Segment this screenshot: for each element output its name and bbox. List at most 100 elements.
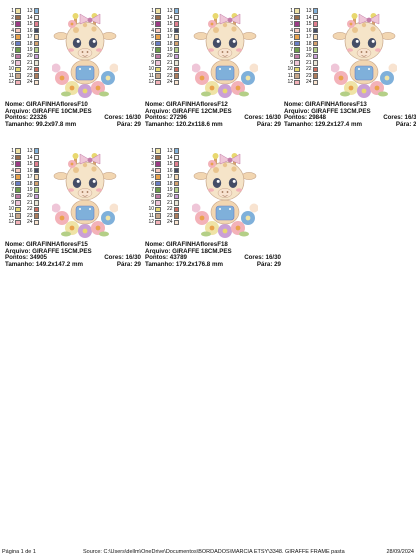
thread-color-swatch (33, 167, 39, 174)
thread-index: 11 (148, 72, 154, 79)
thread-color-swatch (15, 213, 21, 219)
thread-color-swatch (155, 53, 161, 60)
thread-index: 12 (287, 79, 293, 86)
thread-color-swatch (15, 8, 21, 14)
thread-index: 24 (166, 79, 173, 86)
thread-color-swatch (15, 167, 21, 174)
thread-color-swatch (33, 8, 39, 14)
thread-color-swatch (15, 161, 21, 167)
stop-count: Pára: 29 (116, 121, 141, 129)
thread-color-row: 7 19 (145, 187, 191, 193)
thread-index: 17 (305, 34, 312, 41)
thread-color-swatch (173, 34, 179, 40)
thread-color-row: 5 17 (284, 34, 330, 40)
thread-color-swatch (173, 148, 179, 154)
thread-color-swatch (173, 193, 179, 200)
thread-index: 21 (166, 59, 173, 66)
thread-index: 1 (290, 8, 293, 15)
thread-index: 5 (151, 34, 154, 41)
thread-color-swatch (155, 213, 161, 219)
thread-color-swatch (312, 79, 318, 86)
thread-color-swatch (15, 14, 21, 21)
thread-color-swatch (173, 40, 179, 47)
thread-color-swatch (173, 60, 179, 66)
thread-index: 1 (151, 8, 154, 15)
thread-index: 10 (287, 66, 293, 73)
thread-index: 14 (305, 14, 312, 21)
thread-color-swatch (173, 14, 179, 21)
thread-index: 19 (166, 187, 173, 193)
thread-color-swatch (173, 161, 179, 167)
thread-color-swatch (173, 154, 179, 161)
thread-color-row: 4 16 (145, 27, 191, 34)
thread-index: 12 (8, 219, 14, 226)
source-path: Source: C:\Users\dellm\OneDrive\Document… (83, 549, 345, 555)
thread-color-swatch (173, 213, 179, 219)
thread-index: 24 (305, 79, 312, 86)
thread-color-row: 2 14 (145, 154, 191, 161)
thread-color-row: 1 13 (284, 8, 330, 14)
thread-index: 15 (166, 161, 173, 168)
thread-index: 22 (166, 206, 173, 213)
thread-color-swatch (33, 53, 39, 60)
thread-color-swatch (33, 73, 39, 79)
thread-color-swatch (15, 187, 21, 193)
thread-color-swatch (155, 180, 161, 187)
design-card: 1 13 2 14 3 15 4 16 5 17 6 18 7 19 8 20 9 21 10 22 11 23 12 24 (5, 8, 141, 130)
thread-color-swatch (33, 66, 39, 73)
thread-color-swatch (294, 79, 300, 86)
thread-color-row: 6 18 (284, 40, 330, 47)
thread-color-swatch (15, 148, 21, 154)
design-card: 1 13 2 14 3 15 4 16 5 17 6 18 7 19 8 20 9 21 10 22 11 23 12 24 (145, 8, 281, 130)
thread-color-swatch (33, 14, 39, 21)
thread-index: 22 (305, 66, 312, 73)
thread-color-row: 1 13 (145, 8, 191, 14)
thread-color-swatch (15, 47, 21, 53)
design-info: Nome: GIRAFINHAfloresF10 Arquivo: GIRAFF… (5, 101, 141, 129)
thread-color-row: 12 24 (284, 79, 330, 85)
flower-wreath (52, 203, 118, 238)
giraffe-embroidery-preview (192, 153, 258, 238)
thread-index: 9 (11, 199, 14, 206)
thread-color-swatch (33, 47, 39, 53)
thread-color-swatch (173, 79, 179, 86)
thread-index: 9 (290, 59, 293, 66)
thread-index: 8 (11, 53, 14, 60)
thread-index: 18 (26, 40, 33, 47)
thread-color-swatch (33, 219, 39, 226)
thread-index: 1 (11, 148, 14, 155)
thread-color-row: 2 14 (5, 14, 51, 21)
design-info: Nome: GIRAFINHAfloresF13 Arquivo: GIRAFF… (284, 101, 416, 129)
thread-color-swatch (15, 21, 21, 27)
thread-color-row: 9 21 (145, 200, 191, 206)
thread-color-swatch (33, 174, 39, 180)
thread-index: 8 (151, 193, 154, 200)
design-size: Tamanho: 120.2x118.6 mm (145, 121, 223, 129)
giraffe-embroidery-preview (192, 13, 258, 98)
thread-index: 4 (11, 27, 14, 34)
thread-index: 14 (26, 14, 33, 21)
thread-index: 4 (151, 27, 154, 34)
thread-color-list: 1 13 2 14 3 15 4 16 5 17 6 18 7 19 8 20 9 21 10 22 11 23 12 24 (284, 8, 330, 86)
thread-index: 2 (151, 14, 154, 21)
thread-index: 14 (166, 154, 173, 161)
thread-color-swatch (33, 193, 39, 200)
thread-color-swatch (173, 180, 179, 187)
thread-color-swatch (173, 27, 179, 34)
design-card: 1 13 2 14 3 15 4 16 5 17 6 18 7 19 8 20 9 21 10 22 11 23 12 24 (284, 8, 416, 130)
thread-index: 16 (305, 27, 312, 34)
thread-color-swatch (312, 60, 318, 66)
thread-color-swatch (15, 174, 21, 180)
thread-color-swatch (173, 66, 179, 73)
thread-color-row: 9 21 (5, 200, 51, 206)
design-size: Tamanho: 129.2x127.4 mm (284, 121, 362, 129)
thread-index: 11 (8, 72, 14, 79)
thread-color-swatch (33, 206, 39, 213)
thread-color-swatch (15, 34, 21, 40)
print-date: 28/09/2024 (386, 549, 414, 555)
thread-index: 18 (26, 180, 33, 187)
thread-color-row: 11 23 (5, 73, 51, 79)
thread-index: 8 (151, 53, 154, 60)
thread-color-row: 5 17 (145, 34, 191, 40)
thread-color-swatch (33, 161, 39, 167)
